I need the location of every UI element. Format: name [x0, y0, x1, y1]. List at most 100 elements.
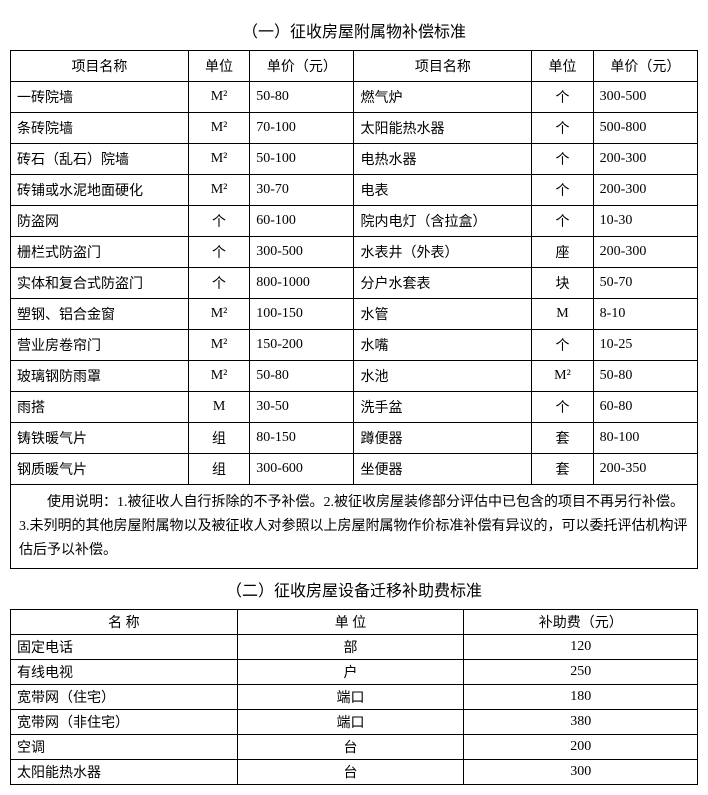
- col-header: 单位: [532, 51, 593, 82]
- table-cell: 栅栏式防盗门: [11, 237, 189, 268]
- table-cell: 个: [532, 175, 593, 206]
- table-cell: 套: [532, 454, 593, 485]
- table-cell: 套: [532, 423, 593, 454]
- table-cell: 宽带网（非住宅）: [11, 710, 238, 735]
- compensation-table-2: 名 称 单 位 补助费（元） 固定电话部120有线电视户250宽带网（住宅）端口…: [10, 609, 698, 785]
- table-cell: 80-150: [250, 423, 354, 454]
- table1-header-row: 项目名称 单位 单价（元） 项目名称 单位 单价（元）: [11, 51, 698, 82]
- table-cell: 台: [237, 735, 464, 760]
- table-cell: 台: [237, 760, 464, 785]
- col-header: 单位: [188, 51, 249, 82]
- table-cell: 10-30: [593, 206, 697, 237]
- table-cell: 个: [532, 113, 593, 144]
- table-cell: 塑钢、铝合金窗: [11, 299, 189, 330]
- table-cell: 个: [532, 206, 593, 237]
- col-header: 单价（元）: [250, 51, 354, 82]
- table-cell: 200-350: [593, 454, 697, 485]
- table-row: 铸铁暖气片组80-150蹲便器套80-100: [11, 423, 698, 454]
- table-cell: M²: [532, 361, 593, 392]
- table-cell: 玻璃钢防雨罩: [11, 361, 189, 392]
- table-cell: 空调: [11, 735, 238, 760]
- table-cell: 部: [237, 635, 464, 660]
- table-cell: 50-100: [250, 144, 354, 175]
- table-cell: 100-150: [250, 299, 354, 330]
- table-row: 宽带网（非住宅）端口380: [11, 710, 698, 735]
- usage-note-row: 使用说明：1.被征收人自行拆除的不予补偿。2.被征收房屋装修部分评估中已包含的项…: [11, 485, 698, 569]
- table-cell: 个: [188, 268, 249, 299]
- table-cell: 8-10: [593, 299, 697, 330]
- table-cell: 120: [464, 635, 698, 660]
- table-cell: 营业房卷帘门: [11, 330, 189, 361]
- table-cell: 防盗网: [11, 206, 189, 237]
- table-cell: 80-100: [593, 423, 697, 454]
- table-cell: 50-80: [593, 361, 697, 392]
- table-cell: 800-1000: [250, 268, 354, 299]
- col-header: 项目名称: [354, 51, 532, 82]
- table-row: 实体和复合式防盗门个800-1000分户水套表块50-70: [11, 268, 698, 299]
- table-cell: M²: [188, 330, 249, 361]
- col-header: 单价（元）: [593, 51, 697, 82]
- table-cell: 燃气炉: [354, 82, 532, 113]
- table-cell: 10-25: [593, 330, 697, 361]
- table-cell: 380: [464, 710, 698, 735]
- table-cell: 300-600: [250, 454, 354, 485]
- table-cell: 30-70: [250, 175, 354, 206]
- table-cell: 200-300: [593, 144, 697, 175]
- table-cell: M²: [188, 299, 249, 330]
- table-cell: 个: [532, 144, 593, 175]
- table-cell: 雨搭: [11, 392, 189, 423]
- table-cell: 个: [532, 330, 593, 361]
- table-cell: M: [532, 299, 593, 330]
- table-cell: 太阳能热水器: [11, 760, 238, 785]
- table-cell: 洗手盆: [354, 392, 532, 423]
- table-row: 固定电话部120: [11, 635, 698, 660]
- table-cell: 30-50: [250, 392, 354, 423]
- table-cell: 组: [188, 454, 249, 485]
- table-cell: 200: [464, 735, 698, 760]
- table-cell: 块: [532, 268, 593, 299]
- table-cell: 砖铺或水泥地面硬化: [11, 175, 189, 206]
- table-cell: 太阳能热水器: [354, 113, 532, 144]
- table-cell: 个: [188, 237, 249, 268]
- table-row: 钢质暖气片组300-600坐便器套200-350: [11, 454, 698, 485]
- table-cell: 条砖院墙: [11, 113, 189, 144]
- table-row: 条砖院墙M²70-100太阳能热水器个500-800: [11, 113, 698, 144]
- table-row: 一砖院墙M²50-80燃气炉个300-500: [11, 82, 698, 113]
- table-cell: 250: [464, 660, 698, 685]
- table-cell: 水表井（外表）: [354, 237, 532, 268]
- table-cell: 150-200: [250, 330, 354, 361]
- table-cell: 200-300: [593, 175, 697, 206]
- table-cell: M²: [188, 82, 249, 113]
- table-cell: 70-100: [250, 113, 354, 144]
- table-row: 防盗网个60-100院内电灯（含拉盒）个10-30: [11, 206, 698, 237]
- table-cell: 300-500: [593, 82, 697, 113]
- table-row: 太阳能热水器台300: [11, 760, 698, 785]
- table-cell: 分户水套表: [354, 268, 532, 299]
- table-cell: 有线电视: [11, 660, 238, 685]
- table-cell: M²: [188, 113, 249, 144]
- table-cell: 60-100: [250, 206, 354, 237]
- table-cell: 电表: [354, 175, 532, 206]
- table-row: 宽带网（住宅）端口180: [11, 685, 698, 710]
- table-row: 空调台200: [11, 735, 698, 760]
- table-cell: 水池: [354, 361, 532, 392]
- table-cell: 个: [188, 206, 249, 237]
- col-header: 补助费（元）: [464, 610, 698, 635]
- table-cell: 个: [532, 392, 593, 423]
- compensation-table-1: 项目名称 单位 单价（元） 项目名称 单位 单价（元） 一砖院墙M²50-80燃…: [10, 50, 698, 569]
- section1-title: （一）征收房屋附属物补偿标准: [10, 10, 698, 50]
- table-cell: M²: [188, 361, 249, 392]
- table2-header-row: 名 称 单 位 补助费（元）: [11, 610, 698, 635]
- table-cell: 500-800: [593, 113, 697, 144]
- table-cell: 水嘴: [354, 330, 532, 361]
- table-cell: 座: [532, 237, 593, 268]
- table-cell: 蹲便器: [354, 423, 532, 454]
- table-cell: 300-500: [250, 237, 354, 268]
- col-header: 项目名称: [11, 51, 189, 82]
- table-cell: 砖石（乱石）院墙: [11, 144, 189, 175]
- table-cell: M²: [188, 144, 249, 175]
- table-cell: 院内电灯（含拉盒）: [354, 206, 532, 237]
- table-cell: 50-70: [593, 268, 697, 299]
- table-cell: M²: [188, 175, 249, 206]
- table-cell: 组: [188, 423, 249, 454]
